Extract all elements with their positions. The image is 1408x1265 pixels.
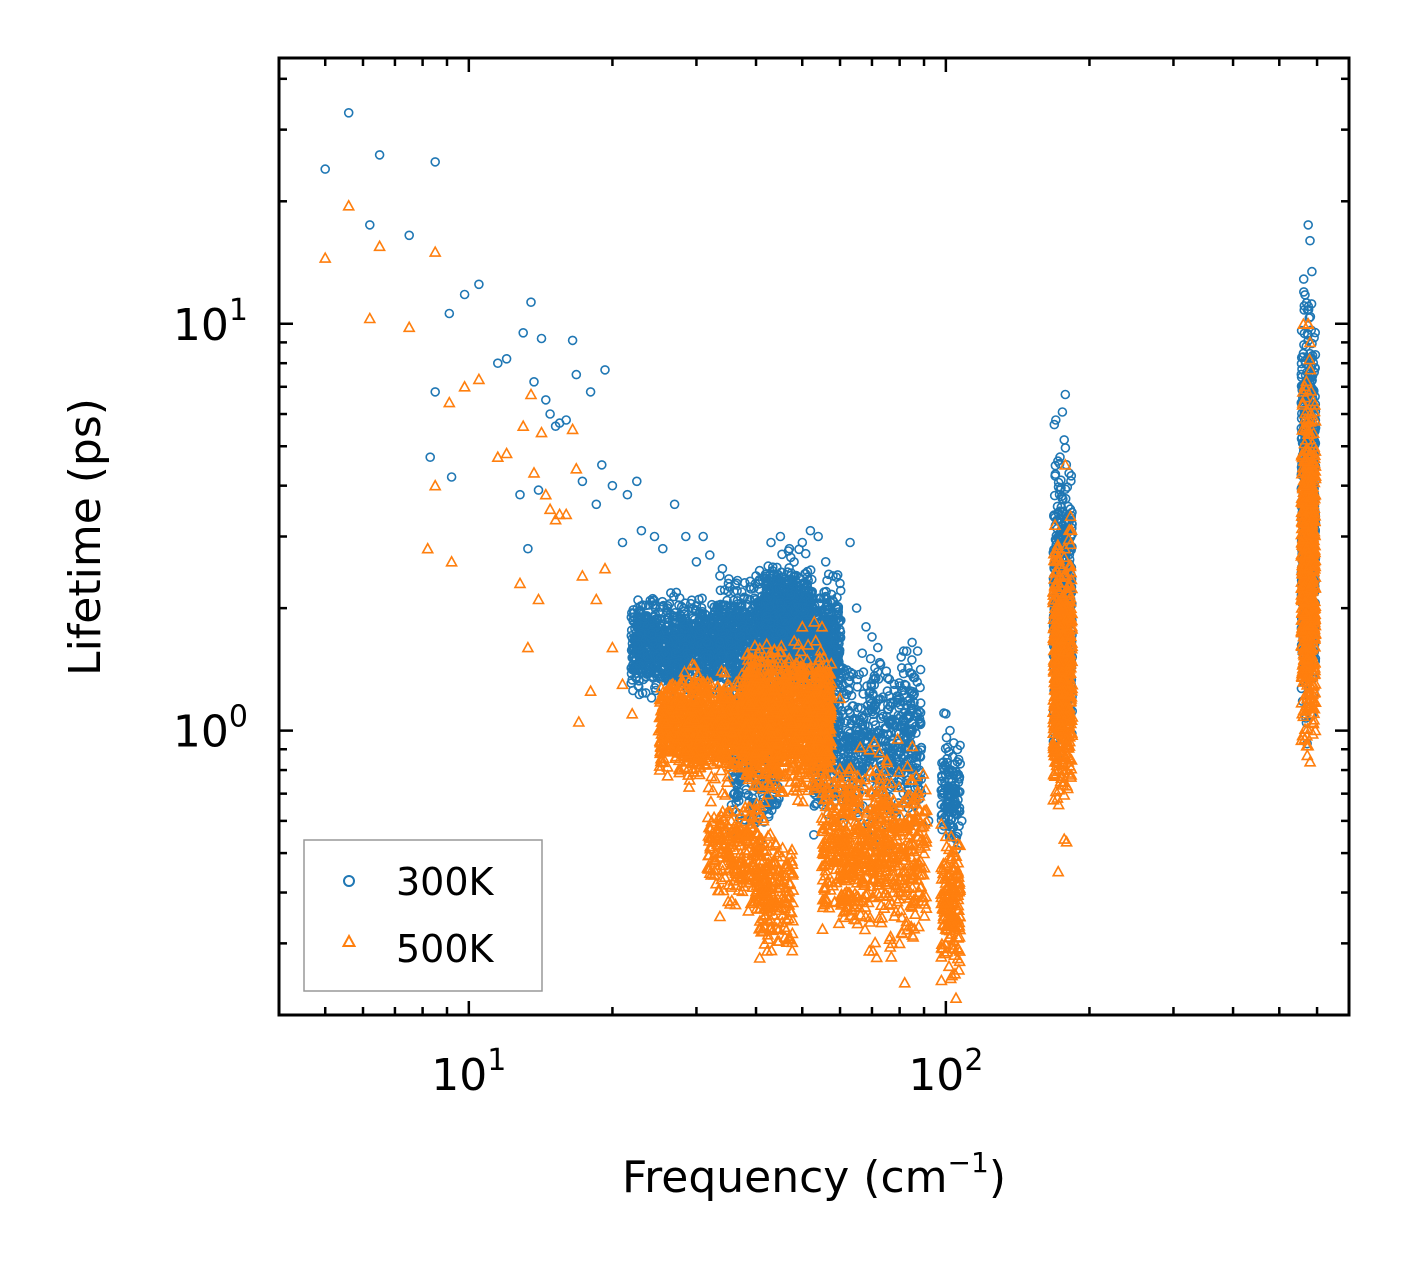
data-point-300K bbox=[654, 613, 665, 624]
data-point-300K bbox=[676, 614, 686, 625]
data-point-300K bbox=[646, 629, 657, 640]
data-point-300K bbox=[685, 634, 696, 644]
data-point-300K bbox=[686, 619, 696, 630]
data-point-300K bbox=[671, 587, 682, 598]
data-point-300K bbox=[631, 668, 641, 678]
data-point-300K bbox=[701, 637, 712, 647]
data-point-300K bbox=[695, 626, 706, 636]
data-point-300K bbox=[633, 681, 644, 692]
data-point-300K bbox=[648, 595, 659, 606]
data-point-300K bbox=[658, 601, 669, 612]
data-point-300K bbox=[643, 661, 654, 671]
data-point-300K bbox=[660, 640, 670, 651]
data-point-300K bbox=[699, 616, 710, 626]
data-point-300K bbox=[670, 648, 681, 659]
data-point-300K bbox=[665, 608, 676, 619]
data-point-300K bbox=[654, 668, 665, 679]
data-point-300K bbox=[626, 678, 637, 689]
data-point-300K bbox=[647, 636, 658, 646]
plot-area bbox=[277, 56, 1351, 1017]
data-point-300K bbox=[682, 651, 693, 661]
data-point-300K bbox=[697, 638, 707, 649]
data-point-300K bbox=[665, 588, 676, 598]
data-point-300K bbox=[633, 632, 644, 642]
data-point-300K bbox=[645, 595, 656, 606]
data-point-300K bbox=[653, 657, 664, 667]
data-point-300K bbox=[631, 663, 641, 673]
data-point-300K bbox=[632, 619, 642, 629]
data-point-300K bbox=[660, 635, 671, 645]
data-point-300K bbox=[675, 655, 686, 666]
data-point-300K bbox=[703, 653, 713, 663]
data-point-300K bbox=[694, 594, 704, 605]
data-point-300K bbox=[646, 692, 657, 703]
data-point-300K bbox=[685, 598, 696, 609]
data-point-300K bbox=[646, 597, 657, 608]
data-point-300K bbox=[700, 610, 711, 620]
data-point-300K bbox=[679, 624, 690, 634]
data-point-300K bbox=[651, 613, 662, 624]
data-point-300K bbox=[642, 649, 653, 659]
data-point-300K bbox=[639, 613, 650, 624]
data-point-300K bbox=[637, 639, 647, 650]
data-point-300K bbox=[642, 652, 653, 662]
data-point-300K bbox=[640, 688, 651, 698]
data-point-300K bbox=[633, 606, 644, 617]
data-point-300K bbox=[674, 600, 684, 610]
data-point-300K bbox=[667, 621, 678, 632]
data-point-300K bbox=[670, 661, 681, 672]
data-point-300K bbox=[626, 612, 637, 623]
data-point-300K bbox=[703, 639, 714, 650]
